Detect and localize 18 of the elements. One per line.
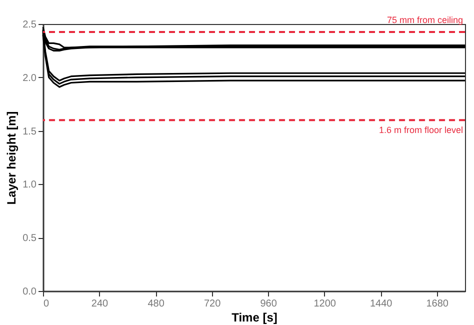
y-tick-label: 0.0 xyxy=(22,286,37,298)
ref-line-label: 1.6 m from floor level xyxy=(378,125,463,136)
y-tick-label: 2.5 xyxy=(22,20,37,30)
y-tick-label: 0.5 xyxy=(22,233,37,244)
x-tick-label: 1200 xyxy=(314,298,336,310)
x-tick-label: 480 xyxy=(148,298,165,310)
x-tick-label: 1680 xyxy=(426,298,449,310)
x-tick-label: 1440 xyxy=(370,298,393,310)
y-tick-label: 2.0 xyxy=(22,72,37,84)
ref-line-label: 75 mm from ceiling xyxy=(386,15,463,26)
x-axis-title: Time [s] xyxy=(232,310,278,324)
x-tick-label: 960 xyxy=(260,298,278,310)
y-tick-label: 1.5 xyxy=(22,126,37,138)
x-tick-label: 240 xyxy=(91,298,109,310)
y-tick-label: 1.0 xyxy=(22,180,37,191)
x-tick-label: 720 xyxy=(204,298,222,310)
x-tick-label: 0 xyxy=(44,298,50,310)
y-axis-title: Layer height [m] xyxy=(4,111,19,205)
